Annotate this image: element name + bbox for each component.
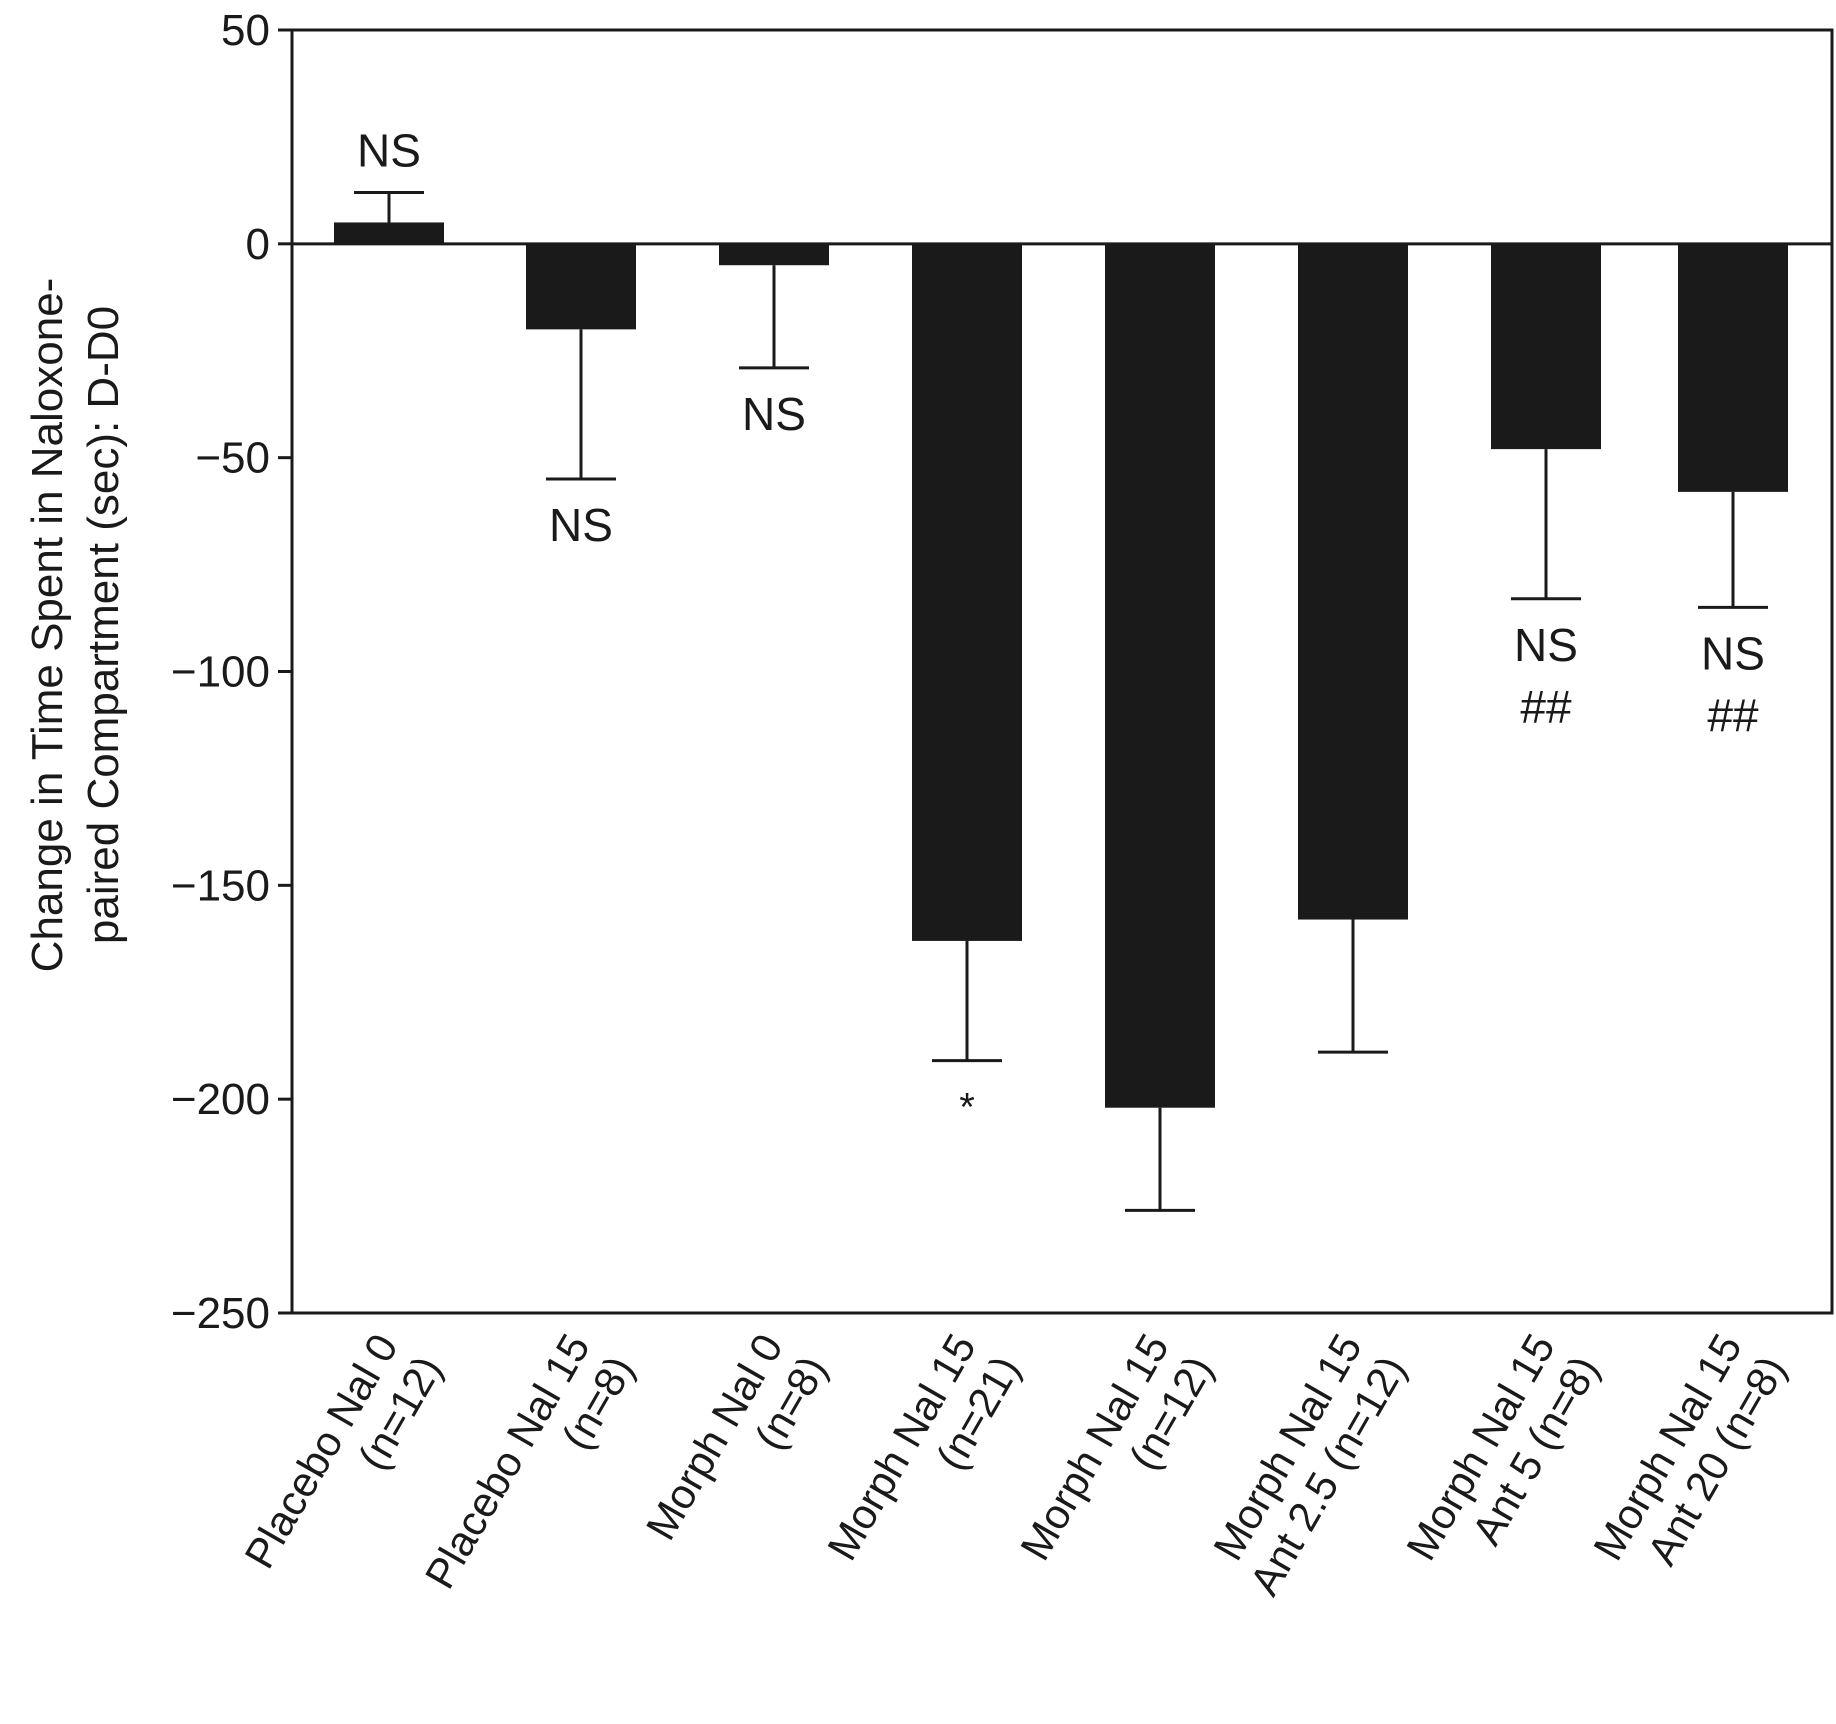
bar-annotation: NS <box>549 499 613 551</box>
y-tick-label: −200 <box>171 1075 270 1124</box>
bar-annotation: ## <box>1520 681 1572 733</box>
y-tick-label: 50 <box>221 6 270 55</box>
bar-annotation: NS <box>1701 627 1765 679</box>
y-tick-label: −250 <box>171 1289 270 1338</box>
plot-area: NS NS NS * NS ## NS ## <box>334 125 1788 1212</box>
bar <box>1105 243 1215 1108</box>
y-tick-label: −100 <box>171 648 270 697</box>
bar <box>1491 243 1601 450</box>
y-axis-title-line1: Change in Time Spent in Naloxone- <box>23 278 72 973</box>
y-tick-label: −50 <box>195 434 270 483</box>
category-label-line1: Placebo Nal 15 <box>416 1326 599 1596</box>
y-axis-title-line2: paired Compartment (sec): D-D0 <box>79 306 128 944</box>
bar-annotation: NS <box>742 388 806 440</box>
bar <box>526 243 636 330</box>
plot-frame <box>290 28 1834 1315</box>
bar-annotation: NS <box>357 125 421 177</box>
bar <box>1298 243 1408 920</box>
bar-annotation: NS <box>1514 619 1578 671</box>
bar <box>334 222 444 244</box>
y-tick-label: −150 <box>171 861 270 910</box>
bar-annotation: ## <box>1707 689 1759 741</box>
bar <box>912 243 1022 941</box>
bar <box>1678 243 1788 492</box>
bar-annotation: * <box>959 1086 975 1130</box>
bar <box>719 243 829 266</box>
y-tick-label: 0 <box>246 220 270 269</box>
